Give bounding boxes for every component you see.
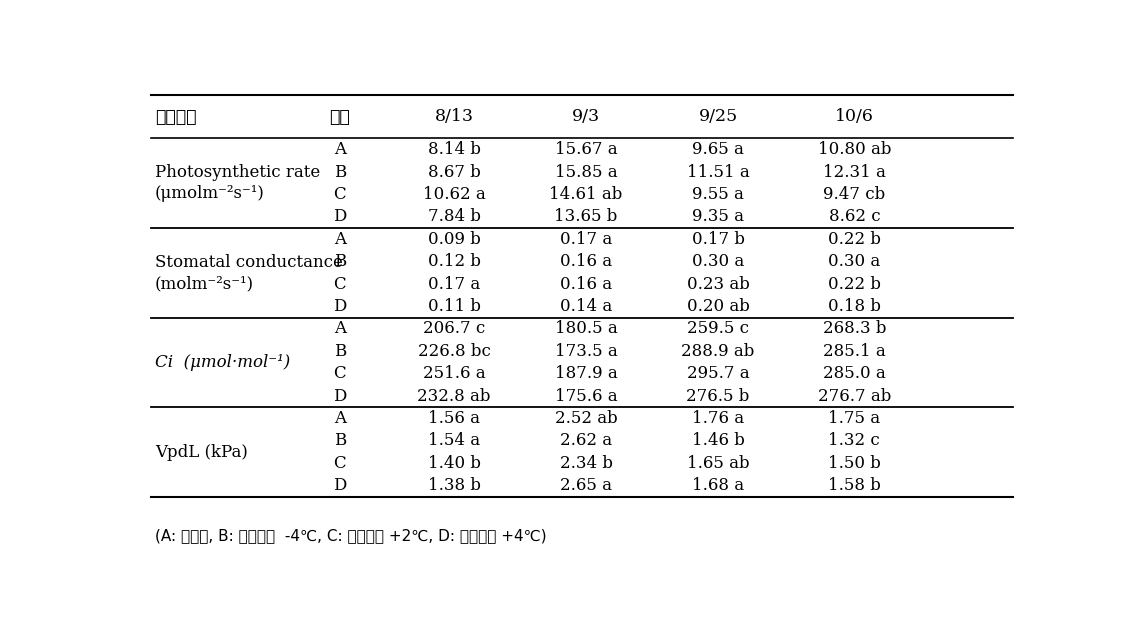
Text: 276.5 b: 276.5 b bbox=[687, 387, 750, 404]
Text: 251.6 a: 251.6 a bbox=[423, 365, 486, 382]
Text: B: B bbox=[334, 432, 346, 449]
Text: C: C bbox=[334, 276, 346, 292]
Text: (molm⁻²s⁻¹): (molm⁻²s⁻¹) bbox=[155, 275, 254, 292]
Text: C: C bbox=[334, 455, 346, 472]
Text: 0.11 b: 0.11 b bbox=[428, 298, 480, 315]
Text: A: A bbox=[334, 141, 346, 158]
Text: 8.14 b: 8.14 b bbox=[428, 141, 480, 158]
Text: 1.56 a: 1.56 a bbox=[428, 410, 480, 427]
Text: 9/25: 9/25 bbox=[698, 108, 738, 125]
Text: C: C bbox=[334, 186, 346, 203]
Text: 0.12 b: 0.12 b bbox=[428, 253, 480, 270]
Text: 9/3: 9/3 bbox=[572, 108, 600, 125]
Text: VpdL (kPa): VpdL (kPa) bbox=[155, 443, 247, 460]
Text: 8/13: 8/13 bbox=[435, 108, 473, 125]
Text: 9.55 a: 9.55 a bbox=[692, 186, 743, 203]
Text: 1.32 c: 1.32 c bbox=[829, 432, 881, 449]
Text: 1.68 a: 1.68 a bbox=[692, 477, 745, 494]
Text: 175.6 a: 175.6 a bbox=[555, 387, 617, 404]
Text: C: C bbox=[334, 365, 346, 382]
Text: 226.8 bc: 226.8 bc bbox=[418, 343, 490, 360]
Text: 9.65 a: 9.65 a bbox=[692, 141, 743, 158]
Text: 173.5 a: 173.5 a bbox=[555, 343, 617, 360]
Text: 285.1 a: 285.1 a bbox=[823, 343, 885, 360]
Text: 13.65 b: 13.65 b bbox=[554, 208, 617, 225]
Text: 0.30 a: 0.30 a bbox=[829, 253, 881, 270]
Text: B: B bbox=[334, 253, 346, 270]
Text: (A: 대조구, B: 대기온도  -4℃, C: 대기온도 +2℃, D: 대기온도 +4℃): (A: 대조구, B: 대기온도 -4℃, C: 대기온도 +2℃, D: 대기… bbox=[155, 528, 547, 543]
Text: 268.3 b: 268.3 b bbox=[823, 320, 886, 337]
Text: D: D bbox=[333, 298, 346, 315]
Text: 1.38 b: 1.38 b bbox=[428, 477, 480, 494]
Text: D: D bbox=[333, 208, 346, 225]
Text: 8.62 c: 8.62 c bbox=[829, 208, 880, 225]
Text: 285.0 a: 285.0 a bbox=[823, 365, 885, 382]
Text: 0.17 a: 0.17 a bbox=[428, 276, 480, 292]
Text: 0.16 a: 0.16 a bbox=[560, 253, 612, 270]
Text: 12.31 a: 12.31 a bbox=[823, 164, 885, 181]
Text: (μmolm⁻²s⁻¹): (μmolm⁻²s⁻¹) bbox=[155, 186, 264, 203]
Text: 처리: 처리 bbox=[329, 108, 351, 126]
Text: 0.17 a: 0.17 a bbox=[560, 231, 612, 248]
Text: 1.40 b: 1.40 b bbox=[428, 455, 480, 472]
Text: Photosynthetic rate: Photosynthetic rate bbox=[155, 164, 320, 181]
Text: 2.52 ab: 2.52 ab bbox=[555, 410, 617, 427]
Text: 9.35 a: 9.35 a bbox=[692, 208, 745, 225]
Text: 0.23 ab: 0.23 ab bbox=[687, 276, 749, 292]
Text: 0.14 a: 0.14 a bbox=[560, 298, 612, 315]
Text: 295.7 a: 295.7 a bbox=[687, 365, 749, 382]
Text: 2.62 a: 2.62 a bbox=[560, 432, 612, 449]
Text: 2.34 b: 2.34 b bbox=[560, 455, 613, 472]
Text: 259.5 c: 259.5 c bbox=[687, 320, 749, 337]
Text: 180.5 a: 180.5 a bbox=[555, 320, 617, 337]
Text: 288.9 ab: 288.9 ab bbox=[681, 343, 755, 360]
Text: 187.9 a: 187.9 a bbox=[555, 365, 617, 382]
Text: 206.7 c: 206.7 c bbox=[423, 320, 486, 337]
Text: 7.84 b: 7.84 b bbox=[428, 208, 480, 225]
Text: B: B bbox=[334, 343, 346, 360]
Text: 11.51 a: 11.51 a bbox=[687, 164, 749, 181]
Text: 1.76 a: 1.76 a bbox=[692, 410, 745, 427]
Text: 1.65 ab: 1.65 ab bbox=[687, 455, 749, 472]
Text: D: D bbox=[333, 387, 346, 404]
Text: 0.16 a: 0.16 a bbox=[560, 276, 612, 292]
Text: Ci  (μmol·mol⁻¹): Ci (μmol·mol⁻¹) bbox=[155, 354, 291, 371]
Text: Stomatal conductance: Stomatal conductance bbox=[155, 253, 343, 270]
Text: 14.61 ab: 14.61 ab bbox=[549, 186, 623, 203]
Text: 15.67 a: 15.67 a bbox=[555, 141, 617, 158]
Text: 9.47 cb: 9.47 cb bbox=[823, 186, 885, 203]
Text: A: A bbox=[334, 410, 346, 427]
Text: 0.22 b: 0.22 b bbox=[827, 231, 881, 248]
Text: 0.09 b: 0.09 b bbox=[428, 231, 480, 248]
Text: 0.30 a: 0.30 a bbox=[692, 253, 745, 270]
Text: 8.67 b: 8.67 b bbox=[428, 164, 480, 181]
Text: 0.17 b: 0.17 b bbox=[691, 231, 745, 248]
Text: 10.62 a: 10.62 a bbox=[422, 186, 486, 203]
Text: 1.75 a: 1.75 a bbox=[829, 410, 881, 427]
Text: 2.65 a: 2.65 a bbox=[560, 477, 612, 494]
Text: 232.8 ab: 232.8 ab bbox=[418, 387, 491, 404]
Text: 0.18 b: 0.18 b bbox=[827, 298, 881, 315]
Text: B: B bbox=[334, 164, 346, 181]
Text: A: A bbox=[334, 231, 346, 248]
Text: 0.22 b: 0.22 b bbox=[827, 276, 881, 292]
Text: 10.80 ab: 10.80 ab bbox=[817, 141, 891, 158]
Text: 1.54 a: 1.54 a bbox=[428, 432, 480, 449]
Text: 1.46 b: 1.46 b bbox=[691, 432, 745, 449]
Text: 1.50 b: 1.50 b bbox=[827, 455, 881, 472]
Text: 10/6: 10/6 bbox=[835, 108, 874, 125]
Text: D: D bbox=[333, 477, 346, 494]
Text: 1.58 b: 1.58 b bbox=[827, 477, 881, 494]
Text: 측정항목: 측정항목 bbox=[155, 108, 196, 126]
Text: 0.20 ab: 0.20 ab bbox=[687, 298, 749, 315]
Text: 276.7 ab: 276.7 ab bbox=[817, 387, 891, 404]
Text: 15.85 a: 15.85 a bbox=[555, 164, 617, 181]
Text: A: A bbox=[334, 320, 346, 337]
